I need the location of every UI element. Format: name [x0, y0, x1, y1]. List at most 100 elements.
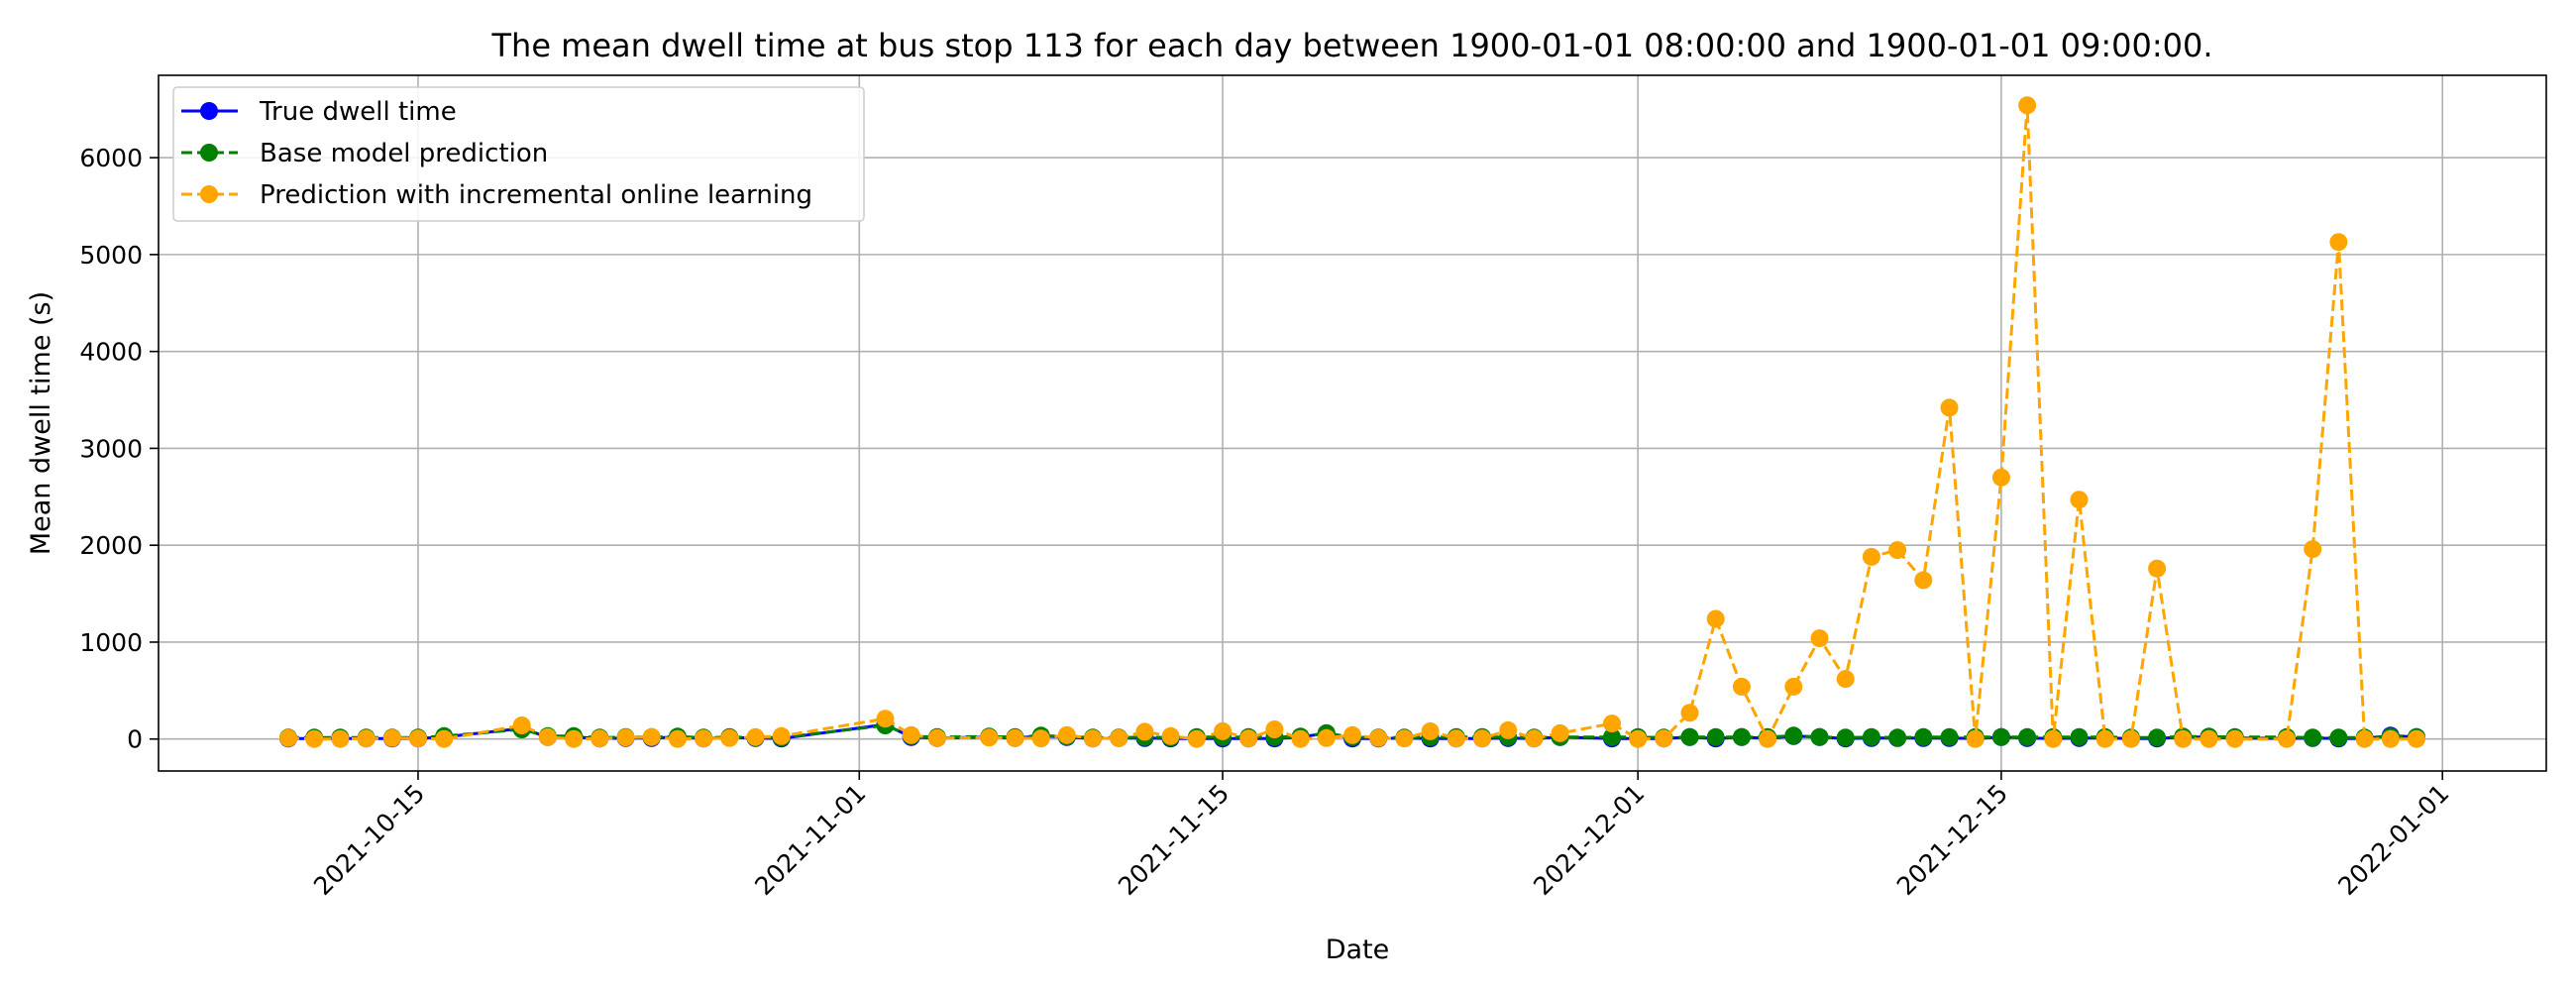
data-point: [616, 728, 635, 747]
data-point: [1499, 720, 1518, 739]
data-point: [1187, 729, 1206, 748]
data-point: [2070, 491, 2089, 509]
data-point: [1214, 721, 1232, 740]
data-point: [1680, 727, 1699, 746]
data-point: [1784, 726, 1803, 745]
data-point: [1991, 468, 2010, 487]
data-point: [1473, 729, 1491, 748]
y-tick-label: 3000: [79, 434, 143, 463]
data-point: [1603, 727, 1621, 746]
data-point: [1732, 677, 1751, 696]
data-point: [2018, 727, 2037, 746]
y-tick-label: 2000: [79, 531, 143, 560]
legend-marker: [200, 144, 218, 162]
data-point: [720, 728, 739, 747]
y-tick-label: 4000: [79, 338, 143, 367]
data-point: [1135, 722, 1154, 741]
data-point: [1680, 704, 1699, 722]
y-axis-title: Mean dwell time (s): [26, 291, 56, 555]
data-point: [2018, 96, 2037, 115]
data-point: [2355, 729, 2374, 748]
data-point: [1862, 547, 1880, 566]
data-point: [642, 727, 661, 746]
data-point: [2148, 559, 2167, 578]
data-point: [382, 728, 401, 747]
data-point: [876, 710, 895, 728]
data-point: [409, 729, 427, 748]
data-point: [2278, 729, 2296, 748]
data-point: [1706, 609, 1725, 628]
data-point: [2174, 729, 2193, 748]
data-point: [2329, 728, 2348, 747]
data-point: [1836, 728, 1855, 747]
data-point: [1629, 729, 1648, 748]
data-point: [1991, 727, 2010, 746]
data-point: [1395, 729, 1414, 748]
data-point: [435, 729, 454, 748]
data-point: [1836, 670, 1855, 689]
y-tick-label: 5000: [79, 241, 143, 270]
data-point: [668, 729, 687, 748]
data-point: [331, 729, 350, 748]
data-point: [2095, 729, 2114, 748]
data-point: [1732, 727, 1751, 746]
data-point: [1421, 721, 1440, 740]
data-point: [1759, 729, 1777, 748]
data-point: [512, 716, 531, 734]
data-point: [590, 729, 609, 748]
data-point: [2044, 729, 2063, 748]
data-point: [305, 729, 324, 748]
legend-label: Base model prediction: [260, 139, 548, 168]
y-tick-label: 0: [127, 725, 143, 754]
data-point: [1551, 723, 1569, 742]
legend-box: [172, 86, 865, 222]
y-tick-label: 6000: [79, 144, 143, 172]
data-point: [1940, 727, 1959, 746]
data-point: [2225, 729, 2244, 748]
legend-marker: [200, 185, 218, 203]
data-point: [1655, 729, 1673, 748]
data-point: [1525, 729, 1544, 748]
data-point: [2200, 729, 2218, 748]
plot-series: [279, 96, 2425, 748]
data-point: [927, 728, 946, 747]
data-point: [1966, 729, 1985, 748]
data-point: [902, 725, 920, 744]
data-point: [1057, 725, 1076, 744]
data-point: [1031, 729, 1050, 748]
plot-frame: [158, 74, 2547, 772]
chart-title: The mean dwell time at bus stop 113 for …: [490, 27, 2212, 64]
data-point: [2304, 540, 2322, 559]
data-point: [2381, 729, 2400, 748]
y-tick-label: 1000: [79, 628, 143, 657]
data-point: [2304, 728, 2322, 747]
series-2: [279, 96, 2425, 748]
data-point: [1706, 727, 1725, 746]
data-point: [357, 729, 376, 748]
data-point: [565, 729, 584, 748]
data-point: [2329, 233, 2348, 252]
data-point: [1084, 729, 1102, 748]
data-point: [1914, 727, 1933, 746]
legend-marker: [200, 102, 218, 120]
data-point: [1006, 728, 1024, 747]
data-point: [1940, 398, 1959, 417]
data-point: [2070, 727, 2089, 746]
data-point: [1888, 541, 1907, 560]
data-point: [538, 727, 557, 746]
y-axis: 0 1000 2000 3000 4000 5000 6000: [79, 144, 159, 754]
x-axis-title: Date: [1326, 935, 1390, 965]
data-point: [746, 727, 765, 746]
data-point: [1369, 728, 1388, 747]
legend-label: Prediction with incremental online learn…: [260, 180, 812, 210]
data-point: [1810, 629, 1829, 648]
data-point: [772, 726, 791, 745]
data-point: [1110, 728, 1128, 747]
data-point: [2121, 729, 2140, 748]
data-point: [1888, 728, 1907, 747]
legend: True dwell time Base model prediction Pred…: [172, 86, 865, 222]
data-point: [1239, 729, 1258, 748]
data-point: [980, 728, 999, 747]
data-point: [1914, 571, 1933, 590]
